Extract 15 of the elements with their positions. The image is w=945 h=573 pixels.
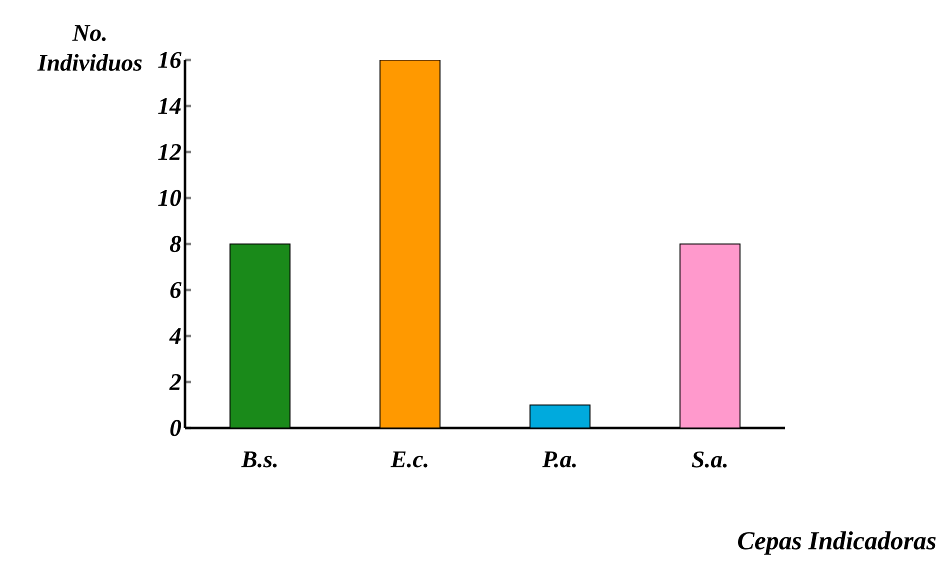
y-tick-label: 0 — [170, 420, 182, 436]
x-tick-label: B.s. — [241, 451, 277, 468]
y-tick-label: 10 — [158, 190, 182, 206]
y-tick-label: 2 — [169, 374, 181, 390]
y-tick-label: 8 — [170, 236, 182, 252]
x-tick-label: S.a. — [692, 451, 727, 468]
y-tick-label: 6 — [170, 282, 182, 298]
x-tick-label: P.a. — [542, 451, 576, 468]
y-tick-label: 14 — [158, 98, 181, 114]
y-tick-label: 12 — [158, 144, 181, 160]
y-axis-title: No. Individuos — [37, 25, 142, 71]
y-tick-label: 16 — [158, 52, 182, 68]
y-tick-label: 4 — [169, 328, 181, 344]
x-axis-title: Cepas Indicadoras — [738, 531, 936, 555]
x-tick-label: E.c. — [390, 451, 428, 468]
